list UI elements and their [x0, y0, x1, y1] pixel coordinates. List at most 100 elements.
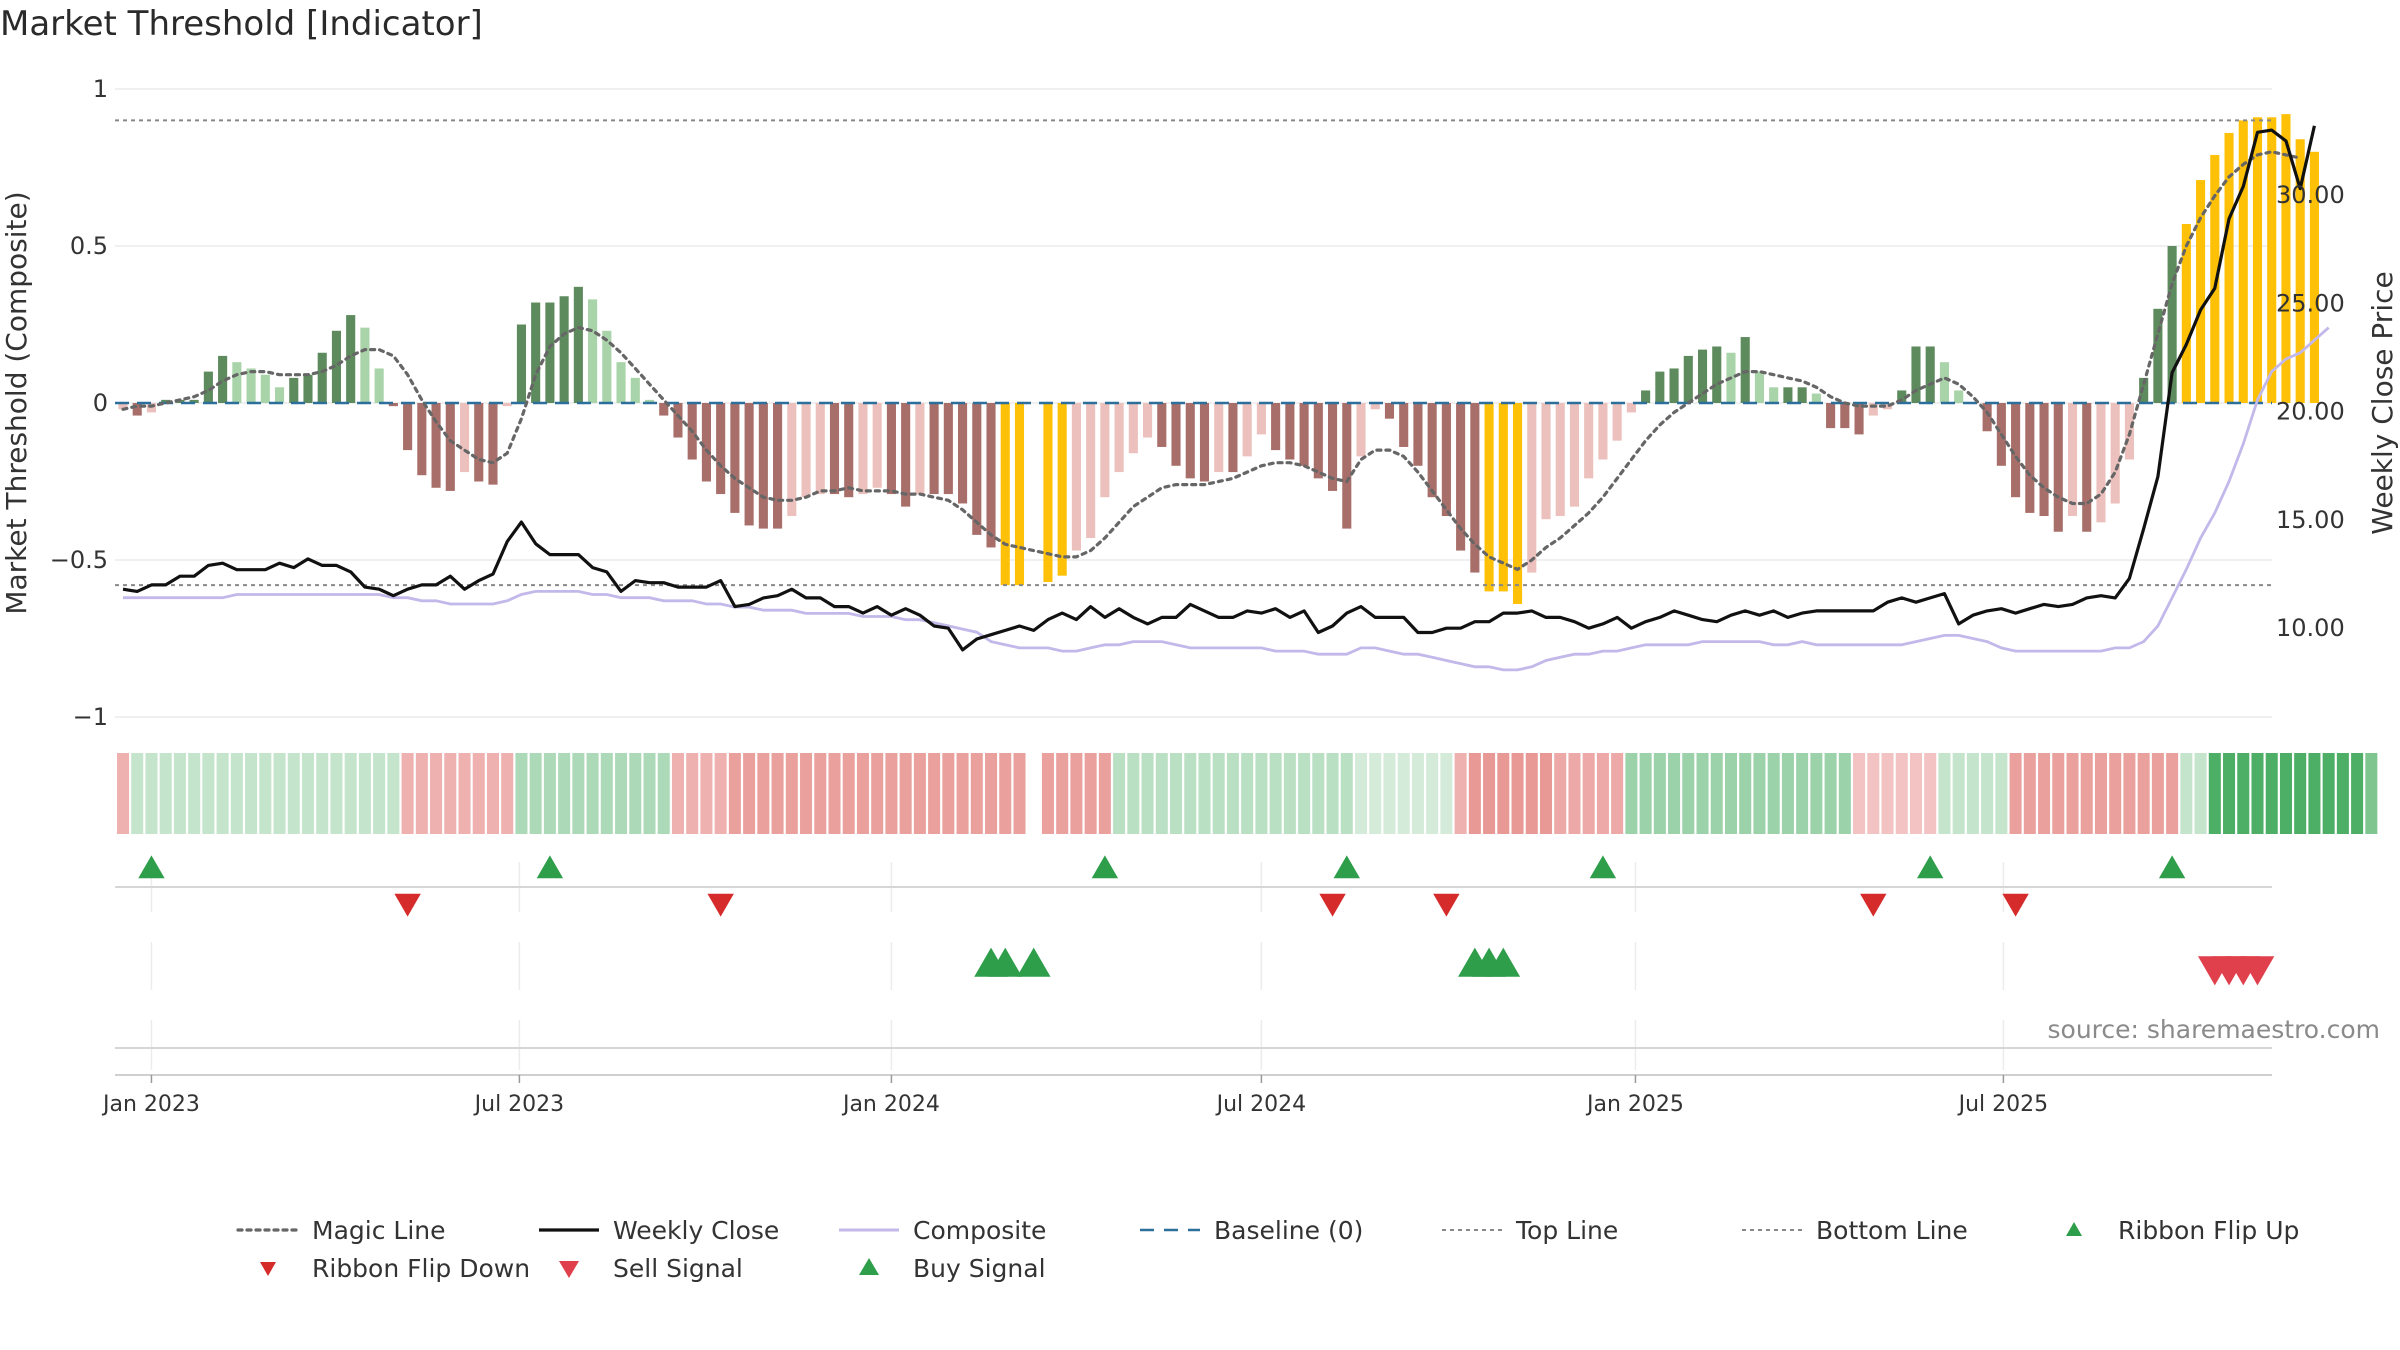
ribbon-cell: [1924, 753, 1937, 834]
composite-bar: [189, 399, 199, 403]
composite-bar: [1313, 403, 1323, 479]
composite-bar: [1157, 403, 1167, 447]
ribbon-cell: [159, 753, 172, 834]
ribbon-flip-up-marker: [2158, 855, 2186, 879]
ribbon-cell: [1511, 753, 1524, 834]
ribbon-cell: [415, 753, 428, 834]
ribbon-cell: [1653, 753, 1666, 834]
composite-bar: [1399, 403, 1409, 447]
composite-bar: [972, 403, 982, 535]
x-tick-label: Jul 2023: [473, 1092, 565, 1117]
ribbon-flip-up-marker: [1333, 855, 1360, 879]
legend-swatch-bottom-line: [1740, 1212, 1804, 1248]
composite-bar: [403, 403, 413, 451]
composite-bar: [1114, 403, 1124, 473]
composite-bar: [1171, 403, 1181, 466]
ribbon-cell: [472, 753, 485, 834]
ribbon-flip-down-marker: [707, 893, 734, 917]
composite-bar: [716, 403, 726, 495]
composite-bar: [1484, 403, 1494, 592]
ribbon-cell: [401, 753, 414, 834]
composite-bar: [630, 377, 640, 403]
y-tick-label: 0: [93, 389, 108, 417]
ribbon-cell: [970, 753, 983, 834]
ribbon-cell: [1312, 753, 1325, 834]
ribbon-cell: [1739, 753, 1752, 834]
ribbon-cell: [1468, 753, 1481, 834]
ribbon-cell: [1383, 753, 1396, 834]
ribbon-cell: [1283, 753, 1296, 834]
composite-bar: [246, 368, 256, 403]
composite-bar: [1327, 403, 1338, 491]
composite-bar: [161, 399, 171, 403]
composite-bar: [2181, 224, 2191, 403]
composite-bar: [331, 330, 342, 403]
ribbon-cell: [2208, 753, 2221, 834]
ribbon-cell: [856, 753, 869, 834]
composite-bar: [958, 403, 968, 504]
grid: [115, 88, 2272, 1070]
composite-bar: [445, 403, 455, 491]
composite-bar: [673, 403, 683, 438]
composite-bar: [531, 302, 541, 403]
composite-bar: [644, 399, 655, 403]
composite-bar: [1769, 387, 1779, 403]
legend-item-buy-signal: Buy Signal: [837, 1250, 1046, 1286]
y2-tick-label: 10.00: [2276, 614, 2345, 642]
legend-label: Bottom Line: [1816, 1215, 1968, 1245]
ribbon-cell: [1881, 753, 1894, 834]
composite-bar: [573, 286, 583, 403]
ribbon-cell: [1497, 753, 1510, 834]
ribbon-cell: [358, 753, 371, 834]
ribbon-cell: [842, 753, 855, 834]
legend-swatch-top-line: [1440, 1212, 1504, 1248]
composite-bar: [2309, 151, 2319, 403]
composite-bar: [203, 371, 213, 403]
composite-bar: [516, 324, 526, 403]
composite-bar: [502, 403, 512, 407]
ribbon-cell: [1426, 753, 1439, 834]
composite-bar: [1826, 403, 1836, 429]
legend-item-sell-signal: Sell Signal: [537, 1250, 743, 1286]
ribbon-cell: [2094, 753, 2107, 834]
ribbon-cell: [230, 753, 243, 834]
ribbon-cell: [1938, 753, 1951, 834]
composite-bar: [1527, 403, 1537, 573]
composite-bar: [929, 403, 939, 495]
composite-bar: [1256, 403, 1266, 435]
ribbon-cell: [2038, 753, 2051, 834]
composite-bar: [829, 403, 840, 495]
composite-bar: [317, 352, 327, 403]
ribbon-cell: [1070, 753, 1083, 834]
legend-item-magic-line: Magic Line: [236, 1212, 446, 1248]
ribbon-cell: [1354, 753, 1368, 834]
composite-bar: [1498, 403, 1508, 592]
ribbon-cell: [1255, 753, 1268, 834]
x-tick-label: Jan 2024: [841, 1092, 940, 1117]
composite-bar: [218, 355, 228, 403]
composite-bar: [388, 403, 398, 407]
composite-bar: [118, 403, 128, 410]
ribbon-cell: [173, 753, 186, 834]
x-tick-label: Jan 2025: [1585, 1092, 1684, 1117]
composite-bar: [2252, 117, 2263, 403]
composite-bar: [274, 387, 285, 403]
reference-lines: [115, 119, 2272, 587]
ribbon-cell: [1625, 753, 1638, 834]
composite-bar: [1840, 403, 1850, 429]
ribbon-cell: [330, 753, 343, 834]
composite-bar: [730, 403, 740, 513]
composite-bar: [1456, 403, 1466, 551]
ribbon-cell: [2336, 753, 2349, 834]
legend-swatch-sell-signal: [537, 1250, 601, 1286]
ribbon-cell: [2123, 753, 2136, 834]
ribbon-cell: [501, 753, 514, 834]
ribbon-cell: [131, 753, 144, 834]
ribbon-cell: [1098, 753, 1111, 834]
composite-bar: [1199, 403, 1210, 482]
composite-bar: [1427, 403, 1437, 498]
composite-bar: [545, 302, 555, 403]
ribbon-cell: [2137, 753, 2150, 834]
ribbon-cell: [885, 753, 898, 834]
composite-bar: [2196, 180, 2206, 403]
